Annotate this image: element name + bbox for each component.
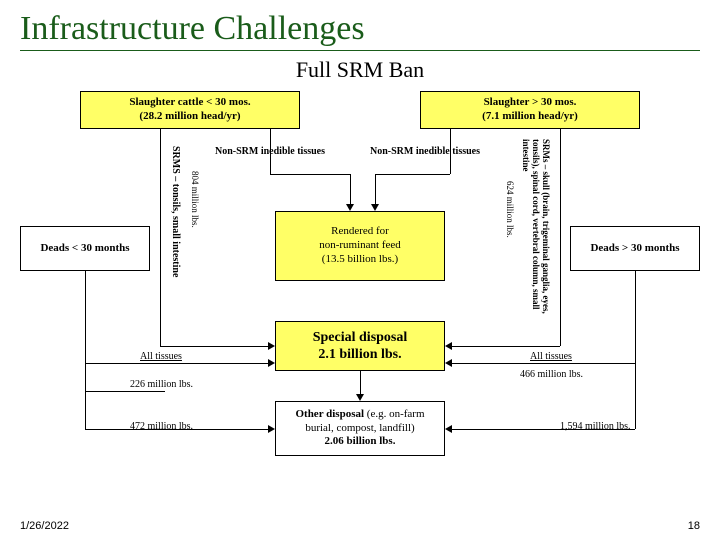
label: 2.1 billion lbs. <box>318 346 401 364</box>
box-slaughter-gt30: Slaughter > 30 mos. (7.1 million head/yr… <box>420 91 640 129</box>
label: (7.1 million head/yr) <box>482 110 578 124</box>
box-special: Special disposal 2.1 billion lbs. <box>275 321 445 371</box>
footer-date: 1/26/2022 <box>20 520 69 532</box>
label-alltissues-l: All tissues <box>140 351 182 362</box>
label-226: 226 million lbs. <box>130 379 193 390</box>
label: burial, compost, landfill) <box>305 422 414 436</box>
box-deads-lt30: Deads < 30 months <box>20 226 150 271</box>
label: non-ruminant feed <box>319 239 401 253</box>
label: Slaughter cattle < 30 mos. <box>129 96 250 110</box>
label: Other disposal (e.g. on-farm <box>295 408 424 422</box>
flowchart: Slaughter cattle < 30 mos. (28.2 million… <box>20 91 700 481</box>
label-nonsrm-right: Non-SRM inedible tissues <box>370 146 480 157</box>
box-deads-gt30: Deads > 30 months <box>570 226 700 271</box>
label: 2.06 billion lbs. <box>325 435 396 449</box>
label: Rendered for <box>331 225 389 239</box>
label: (13.5 billion lbs.) <box>322 253 398 267</box>
label: Slaughter > 30 mos. <box>484 96 577 110</box>
box-rendered: Rendered for non-ruminant feed (13.5 bil… <box>275 211 445 281</box>
vlabel-srms-left: SRMS – tonsils, small intestine <box>170 146 181 336</box>
vlabel-804: 804 million lbs. <box>190 171 200 281</box>
box-other: Other disposal (e.g. on-farm burial, com… <box>275 401 445 456</box>
label-alltissues-r: All tissues <box>530 351 572 362</box>
label: Special disposal <box>313 329 408 347</box>
page-title: Infrastructure Challenges <box>20 10 700 51</box>
label-466: 466 million lbs. <box>520 369 583 380</box>
box-slaughter-lt30: Slaughter cattle < 30 mos. (28.2 million… <box>80 91 300 129</box>
label-1594: 1,594 million lbs. <box>560 421 631 432</box>
label: (28.2 million head/yr) <box>139 110 240 124</box>
footer-page: 18 <box>688 520 700 532</box>
subtitle: Full SRM Ban <box>20 57 700 83</box>
vlabel-624: 624 million lbs. <box>505 181 515 291</box>
vlabel-srms-right: SRMs – skull (brain, trigeminal ganglia,… <box>520 139 550 344</box>
label-472: 472 million lbs. <box>130 421 193 432</box>
